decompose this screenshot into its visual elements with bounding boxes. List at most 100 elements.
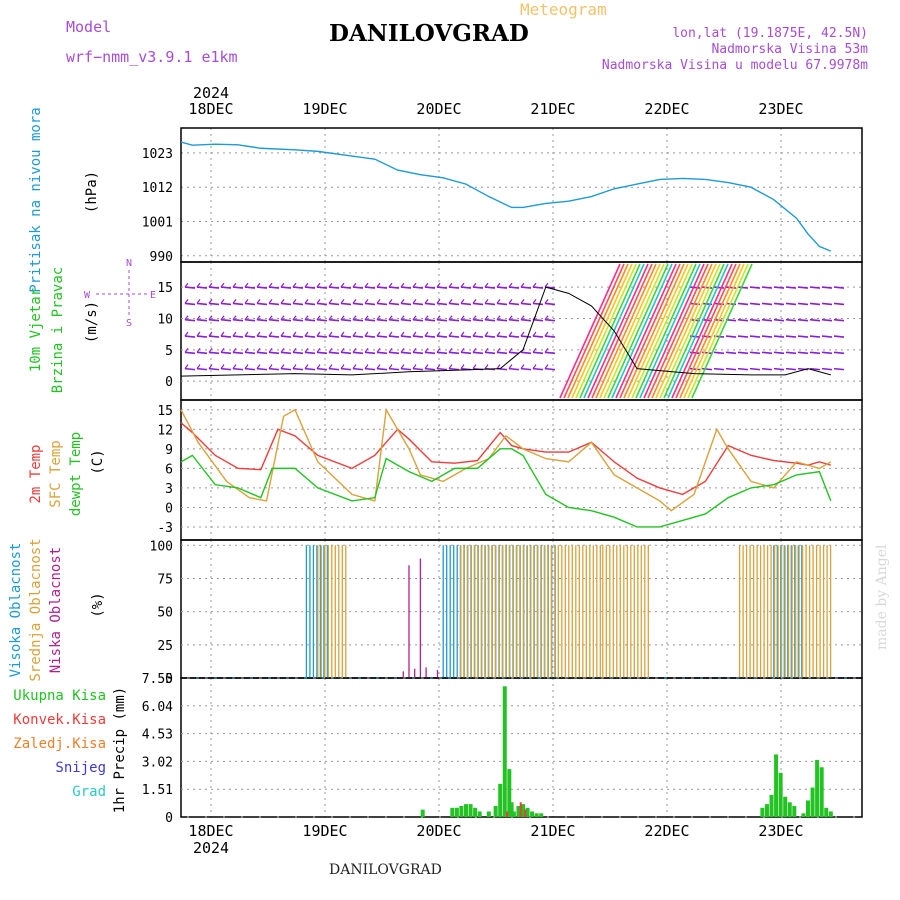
precip-bar-total bbox=[534, 813, 539, 817]
wind-tick-label: 0 bbox=[165, 375, 173, 390]
wind-barb bbox=[749, 302, 761, 306]
wind-barb-flag bbox=[532, 347, 537, 353]
wind-barb-flag bbox=[304, 364, 309, 369]
wind-barb bbox=[689, 367, 701, 371]
precip-legend-item: Grad bbox=[72, 784, 106, 800]
wind-barb bbox=[244, 335, 256, 338]
wind-barb bbox=[761, 367, 773, 371]
wind-barb bbox=[821, 318, 833, 322]
wind-strong-barb bbox=[679, 263, 741, 399]
wind-barb bbox=[304, 318, 316, 322]
wind-barb bbox=[448, 286, 460, 289]
wind-barb-flag bbox=[424, 331, 429, 337]
wind-barb-flag bbox=[412, 299, 417, 304]
wind-barb bbox=[436, 367, 448, 371]
wind-barb bbox=[388, 335, 400, 338]
wind-strong-barb bbox=[651, 263, 713, 399]
wind-barb bbox=[496, 351, 508, 355]
wind-barb bbox=[232, 335, 244, 338]
precip-bar-total bbox=[806, 800, 810, 817]
wind-barb-flag bbox=[484, 364, 489, 369]
wind-barb-flag bbox=[400, 364, 405, 369]
temp-tick-label: -3 bbox=[157, 521, 173, 536]
wind-barb-flag bbox=[436, 282, 441, 288]
precip-axis-title: 1hr Precip (mm) bbox=[112, 687, 128, 813]
wind-speed-line bbox=[180, 286, 831, 377]
wind-barb-flag bbox=[496, 282, 501, 288]
wind-barb bbox=[352, 302, 364, 306]
date-label-top: 18DEC bbox=[188, 100, 233, 118]
wind-barb bbox=[773, 351, 785, 355]
wind-barb-flag bbox=[304, 347, 309, 353]
wind-barb bbox=[737, 367, 749, 371]
wind-barb bbox=[196, 367, 208, 371]
precip-legend-item: Zaledj.Kisa bbox=[13, 736, 106, 752]
wind-barb bbox=[208, 367, 220, 371]
model-elevation: Nadmorska Visina u modelu 67.9978m bbox=[601, 58, 868, 73]
wind-tick-label: 15 bbox=[157, 281, 173, 296]
wind-barb-flag bbox=[508, 347, 513, 353]
wind-barb-flag bbox=[352, 347, 357, 353]
wind-barb-flag bbox=[448, 315, 453, 321]
wind-barb bbox=[316, 286, 328, 289]
wind-barb bbox=[484, 351, 496, 355]
wind-barb-flag bbox=[436, 364, 441, 369]
wind-barb bbox=[220, 335, 232, 338]
wind-barb-flag bbox=[292, 364, 297, 369]
date-label-bottom: 22DEC bbox=[644, 822, 689, 840]
wind-barb bbox=[352, 318, 364, 322]
temp-tick-label: 6 bbox=[165, 462, 173, 477]
wind-barb bbox=[761, 318, 773, 322]
wind-axis-title-1: 10m Vjetar bbox=[28, 288, 44, 372]
wind-barb-flag bbox=[280, 282, 285, 288]
pressure-tick-label: 1023 bbox=[142, 147, 173, 162]
wind-barb-flag bbox=[496, 347, 501, 353]
wind-barb bbox=[352, 335, 364, 338]
wind-barb bbox=[256, 335, 268, 338]
wind-barb bbox=[328, 367, 340, 371]
wind-barb-flag bbox=[484, 331, 489, 337]
wind-barb bbox=[232, 286, 244, 289]
wind-barb-flag bbox=[328, 347, 333, 353]
wind-barb bbox=[388, 367, 400, 371]
wind-strong-barb bbox=[567, 263, 629, 399]
wind-barb-flag bbox=[400, 331, 405, 337]
wind-barb-flag bbox=[472, 299, 477, 304]
wind-barb-flag bbox=[412, 347, 417, 353]
date-label-bottom: 19DEC bbox=[302, 822, 347, 840]
wind-strong-barb bbox=[603, 263, 665, 399]
wind-barb bbox=[436, 286, 448, 289]
precip-bar-total bbox=[516, 805, 521, 817]
wind-unit-label: (m/s) bbox=[84, 301, 100, 343]
wind-barb bbox=[544, 302, 556, 306]
wind-barb-flag bbox=[244, 315, 249, 321]
wind-barb bbox=[412, 302, 424, 306]
wind-strong-barb bbox=[631, 263, 693, 399]
wind-barb-flag bbox=[388, 315, 393, 321]
wind-barb-flag bbox=[256, 299, 261, 304]
wind-axis-title-2: Brzina i Pravac bbox=[50, 267, 66, 393]
wind-barb bbox=[208, 302, 220, 306]
wind-barb-flag bbox=[208, 364, 213, 369]
wind-barb bbox=[448, 351, 460, 355]
wind-barb bbox=[364, 351, 376, 355]
wind-barb bbox=[232, 302, 244, 306]
footer-station: DANILOVGRAD bbox=[329, 862, 442, 878]
wind-barb-flag bbox=[232, 299, 237, 304]
wind-barb bbox=[773, 302, 785, 306]
wind-strong-barb bbox=[575, 263, 637, 399]
wind-barb bbox=[809, 286, 821, 289]
wind-barb bbox=[400, 351, 412, 355]
precip-bar-convective bbox=[524, 809, 527, 817]
wind-strong-barb bbox=[663, 263, 725, 399]
wind-barb bbox=[544, 318, 556, 322]
wind-barb bbox=[520, 351, 532, 355]
wind-barb-flag bbox=[472, 364, 477, 369]
wind-barb-flag bbox=[532, 282, 537, 288]
precip-bar-total bbox=[539, 813, 544, 817]
pressure-tick-label: 1012 bbox=[142, 181, 173, 196]
wind-barb bbox=[544, 335, 556, 338]
wind-barb bbox=[713, 351, 725, 355]
wind-barb-flag bbox=[364, 347, 369, 353]
wind-barb bbox=[256, 367, 268, 371]
